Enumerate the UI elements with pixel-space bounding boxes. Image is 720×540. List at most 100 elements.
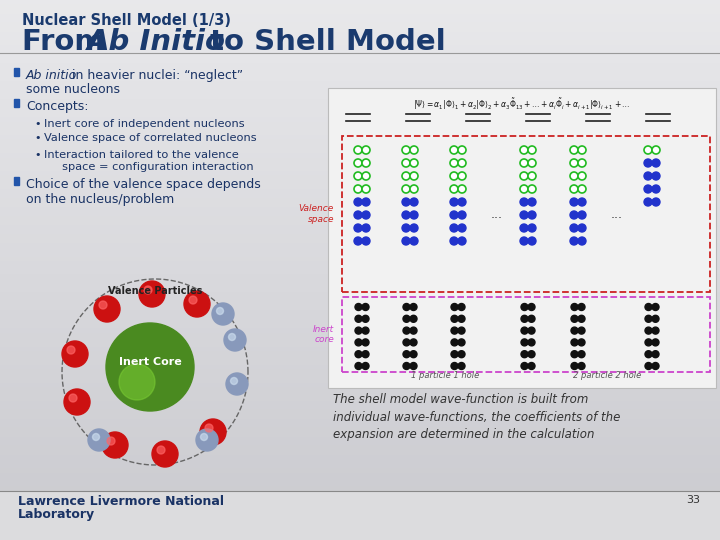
- Circle shape: [362, 159, 370, 167]
- Circle shape: [528, 339, 535, 346]
- Circle shape: [402, 185, 410, 193]
- Circle shape: [571, 362, 578, 369]
- Circle shape: [652, 303, 659, 310]
- Circle shape: [652, 185, 660, 193]
- Bar: [0, 463, 720, 468]
- Circle shape: [354, 211, 362, 219]
- Bar: [0, 139, 720, 144]
- Bar: [0, 490, 720, 495]
- Bar: [0, 387, 720, 392]
- Circle shape: [528, 237, 536, 245]
- Bar: [0, 355, 720, 360]
- Circle shape: [354, 237, 362, 245]
- Bar: [0, 266, 720, 270]
- Circle shape: [362, 185, 370, 193]
- Bar: [0, 193, 720, 198]
- Circle shape: [521, 362, 528, 369]
- Circle shape: [528, 172, 536, 180]
- Circle shape: [652, 198, 660, 206]
- Circle shape: [152, 441, 178, 467]
- Circle shape: [578, 350, 585, 357]
- Circle shape: [410, 339, 417, 346]
- Bar: [0, 513, 720, 517]
- Bar: [0, 428, 720, 432]
- Circle shape: [520, 159, 528, 167]
- Circle shape: [402, 159, 410, 167]
- Circle shape: [362, 350, 369, 357]
- Bar: [0, 455, 720, 459]
- Circle shape: [410, 224, 418, 232]
- Circle shape: [645, 362, 652, 369]
- Bar: [0, 198, 720, 202]
- Circle shape: [458, 327, 465, 334]
- Circle shape: [521, 350, 528, 357]
- Bar: [0, 536, 720, 540]
- Circle shape: [645, 350, 652, 357]
- Circle shape: [458, 362, 465, 369]
- Circle shape: [228, 334, 235, 341]
- Bar: [0, 396, 720, 401]
- Bar: [0, 315, 720, 320]
- Bar: [0, 517, 720, 522]
- Circle shape: [458, 198, 466, 206]
- Circle shape: [362, 339, 369, 346]
- Circle shape: [520, 224, 528, 232]
- Bar: [0, 0, 720, 4]
- Bar: [0, 148, 720, 153]
- Circle shape: [200, 434, 207, 441]
- Text: •: •: [34, 119, 40, 129]
- Circle shape: [402, 146, 410, 154]
- Bar: [0, 104, 720, 108]
- Circle shape: [139, 281, 165, 307]
- Circle shape: [94, 296, 120, 322]
- Circle shape: [410, 315, 417, 322]
- Circle shape: [410, 172, 418, 180]
- Circle shape: [644, 146, 652, 154]
- Bar: [0, 347, 720, 351]
- Bar: [0, 216, 720, 220]
- Circle shape: [403, 327, 410, 334]
- Bar: [0, 189, 720, 193]
- Bar: [0, 9, 720, 14]
- Circle shape: [362, 327, 369, 334]
- Bar: [0, 401, 720, 405]
- Bar: [0, 482, 720, 486]
- Circle shape: [528, 185, 536, 193]
- Circle shape: [362, 224, 370, 232]
- Text: Nuclear Shell Model (1/3): Nuclear Shell Model (1/3): [22, 13, 231, 28]
- Bar: [0, 436, 720, 441]
- Circle shape: [521, 303, 528, 310]
- Circle shape: [578, 315, 585, 322]
- Bar: [0, 441, 720, 445]
- Circle shape: [62, 341, 88, 367]
- Circle shape: [362, 303, 369, 310]
- Bar: [0, 144, 720, 148]
- Circle shape: [458, 237, 466, 245]
- Bar: [0, 166, 720, 171]
- Text: $|\Psi\rangle = \alpha_1|\Phi\rangle_1+\alpha_2|\Phi\rangle_2+\alpha_3\tilde{\Ph: $|\Psi\rangle = \alpha_1|\Phi\rangle_1+\…: [413, 96, 631, 112]
- Text: some nucleons: some nucleons: [26, 83, 120, 96]
- Circle shape: [570, 237, 578, 245]
- Bar: [0, 320, 720, 324]
- Circle shape: [451, 327, 458, 334]
- Circle shape: [644, 159, 652, 167]
- Circle shape: [652, 159, 660, 167]
- Bar: [0, 432, 720, 436]
- Bar: [0, 392, 720, 396]
- Circle shape: [212, 303, 234, 325]
- Bar: [0, 50, 720, 54]
- Circle shape: [355, 327, 362, 334]
- Bar: [0, 77, 720, 81]
- Bar: [0, 239, 720, 243]
- Bar: [0, 342, 720, 347]
- Bar: [14, 177, 19, 185]
- Circle shape: [458, 339, 465, 346]
- Circle shape: [362, 237, 370, 245]
- Bar: [0, 202, 720, 207]
- Circle shape: [578, 224, 586, 232]
- Circle shape: [450, 224, 458, 232]
- Bar: [0, 500, 720, 504]
- Bar: [0, 351, 720, 355]
- Bar: [0, 310, 720, 315]
- Bar: [0, 409, 720, 414]
